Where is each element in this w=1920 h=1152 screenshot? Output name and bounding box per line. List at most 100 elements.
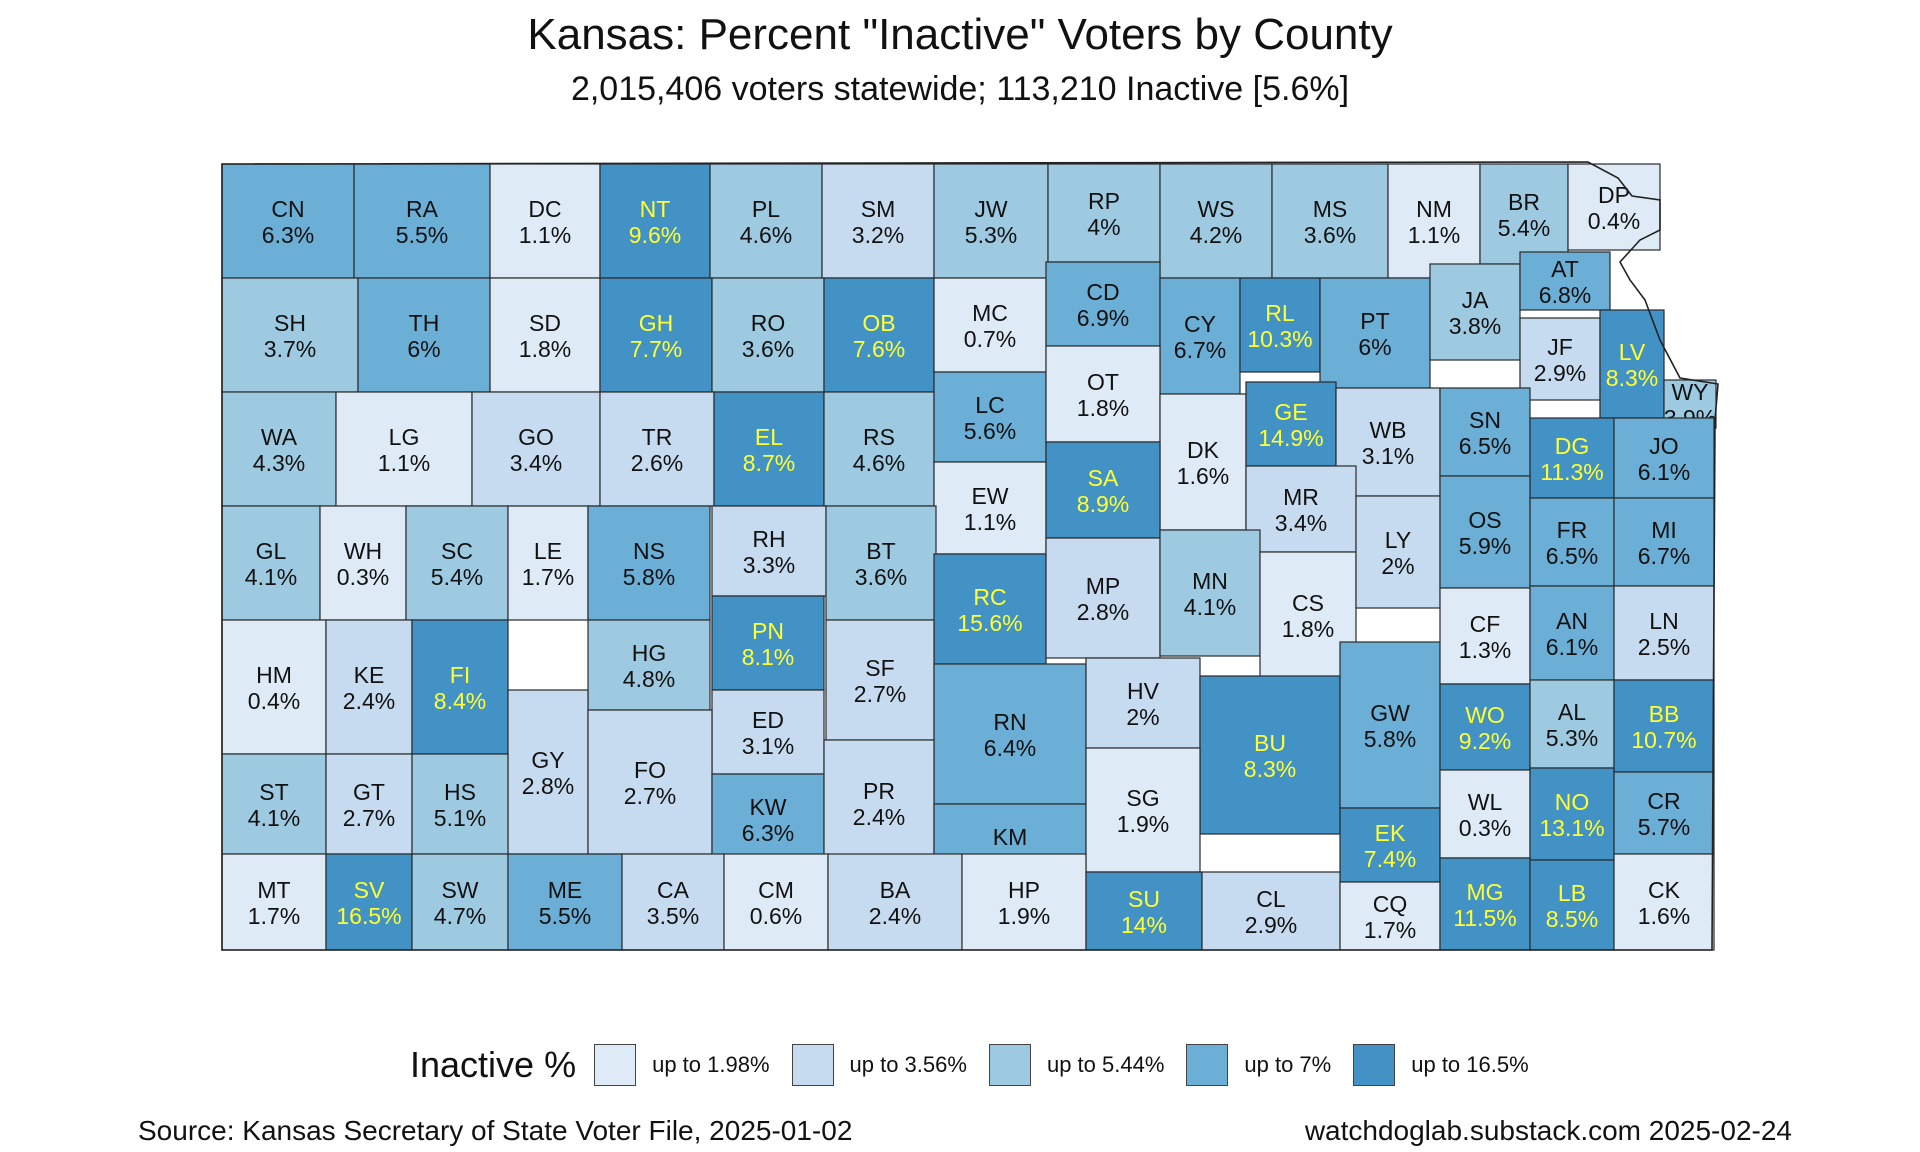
county-abbr: MP	[1086, 573, 1121, 599]
county-ln: LN2.5%	[1613, 585, 1715, 681]
county-abbr: NM	[1416, 196, 1452, 222]
county-value: 1.7%	[1364, 917, 1416, 943]
county-shape	[823, 277, 935, 393]
county-abbr: LG	[389, 424, 420, 450]
county-sw: SW4.7%	[411, 853, 509, 951]
county-abbr: CD	[1086, 279, 1119, 305]
county-abbr: SM	[861, 196, 896, 222]
county-shape	[1613, 771, 1715, 855]
county-abbr: MN	[1192, 568, 1228, 594]
county-shape	[1387, 163, 1481, 279]
county-value: 1.6%	[1177, 463, 1229, 489]
county-abbr: FO	[634, 757, 666, 783]
county-shape	[1479, 163, 1569, 265]
county-value: 7.7%	[630, 336, 682, 362]
county-shape	[325, 619, 413, 755]
county-me: ME5.5%	[507, 853, 623, 951]
county-value: 1.8%	[1282, 616, 1334, 642]
county-shape	[1085, 871, 1203, 951]
county-ek: EK7.4%	[1339, 807, 1441, 883]
county-abbr: GL	[256, 538, 287, 564]
county-shape	[1519, 317, 1601, 401]
county-abbr: DC	[528, 196, 561, 222]
county-shape	[711, 773, 825, 865]
legend-item: up to 7%	[1186, 1044, 1331, 1086]
county-shape	[1085, 747, 1201, 873]
county-value: 11.5%	[1453, 905, 1517, 931]
county-value: 6.3%	[742, 820, 794, 846]
county-abbr: RA	[406, 196, 439, 222]
county-value: 8.1%	[742, 644, 794, 670]
county-abbr: AT	[1551, 256, 1579, 282]
county-value: 2.9%	[1534, 360, 1586, 386]
county-shape	[1245, 381, 1337, 467]
county-abbr: ME	[548, 877, 583, 903]
county-ck: CK1.6%	[1613, 853, 1715, 951]
county-value: 4.2%	[1190, 222, 1242, 248]
county-shape	[221, 391, 337, 507]
legend-item: up to 5.44%	[988, 1044, 1164, 1086]
county-shape	[221, 753, 327, 855]
county-value: 2.7%	[624, 783, 676, 809]
county-ke: KE2.4%	[325, 619, 413, 755]
county-kw: KW6.3%	[711, 773, 825, 865]
county-value: 5.1%	[434, 805, 486, 831]
county-abbr: PN	[752, 618, 784, 644]
county-value: 1.3%	[1459, 637, 1511, 663]
county-shape	[221, 853, 327, 951]
county-le: LE1.7%	[507, 505, 589, 621]
county-abbr: HM	[256, 662, 292, 688]
county-nt: NT9.6%	[599, 163, 711, 279]
county-shape	[1429, 263, 1521, 361]
county-value: 5.9%	[1459, 533, 1511, 559]
county-lb: LB8.5%	[1529, 859, 1615, 951]
county-shape	[1439, 857, 1531, 951]
county-abbr: MI	[1651, 517, 1677, 543]
county-ms: MS3.6%	[1271, 163, 1389, 279]
county-fi: FI8.4%	[411, 619, 509, 755]
county-shape	[961, 853, 1087, 951]
county-abbr: FI	[450, 662, 470, 688]
county-abbr: EL	[755, 424, 783, 450]
county-shape	[713, 391, 825, 507]
county-value: 1.1%	[964, 509, 1016, 535]
county-abbr: CY	[1184, 311, 1216, 337]
source-note: Source: Kansas Secretary of State Voter …	[138, 1115, 853, 1146]
county-shape	[1439, 387, 1531, 477]
legend-item: up to 1.98%	[594, 1044, 770, 1086]
county-abbr: LY	[1385, 527, 1411, 553]
legend-swatch	[1186, 1044, 1229, 1086]
county-wh: WH0.3%	[319, 505, 407, 621]
county-shape	[821, 163, 935, 279]
county-value: 10.3%	[1247, 326, 1312, 352]
county-value: 9.6%	[629, 222, 681, 248]
county-abbr: GW	[1370, 700, 1410, 726]
county-abbr: PL	[752, 196, 780, 222]
county-shape	[711, 595, 825, 691]
county-nm: NM1.1%	[1387, 163, 1481, 279]
county-value: 3.3%	[743, 552, 795, 578]
county-dc: DC1.1%	[489, 163, 601, 279]
county-shape	[1159, 529, 1261, 657]
county-shape	[933, 163, 1049, 279]
county-abbr: GO	[518, 424, 554, 450]
county-abbr: KM	[993, 824, 1028, 850]
county-cl: CL2.9%	[1201, 871, 1341, 951]
county-shape	[599, 277, 713, 393]
county-shape	[933, 277, 1047, 373]
county-abbr: RO	[751, 310, 786, 336]
county-value: 0.6%	[750, 903, 802, 929]
county-bt: BT3.6%	[825, 505, 937, 621]
county-shape	[709, 163, 823, 279]
county-value: 0.3%	[1459, 815, 1511, 841]
county-value: 8.5%	[1546, 906, 1598, 932]
county-abbr: RH	[752, 526, 785, 552]
county-abbr: SF	[865, 655, 894, 681]
county-value: 0.4%	[1588, 208, 1640, 234]
county-abbr: BU	[1254, 730, 1286, 756]
county-value: 5.8%	[1364, 726, 1416, 752]
state-outline	[221, 161, 1719, 951]
county-value: 13.1%	[1539, 815, 1604, 841]
legend-label: up to 1.98%	[652, 1052, 770, 1077]
county-abbr: GT	[353, 779, 385, 805]
